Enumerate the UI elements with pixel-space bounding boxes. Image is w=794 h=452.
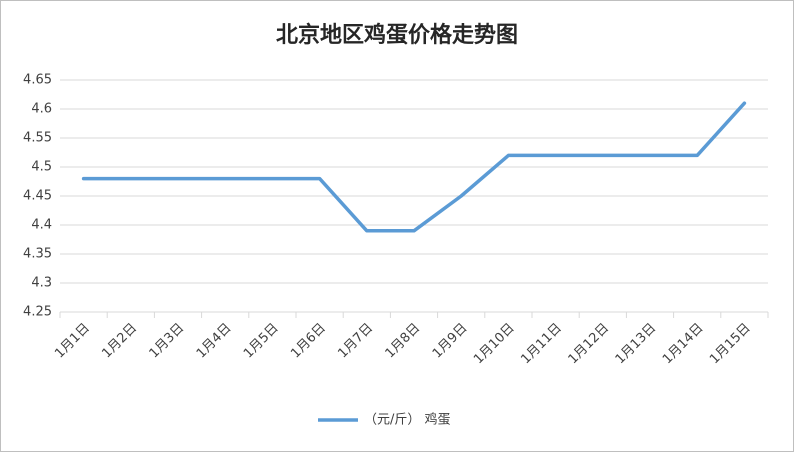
y-tick-label: 4.4 xyxy=(31,218,52,233)
chart-title: 北京地区鸡蛋价格走势图 xyxy=(276,22,518,48)
y-tick-label: 4.5 xyxy=(31,160,52,175)
legend-label: （元/斤） 鸡蛋 xyxy=(364,412,451,428)
y-tick-label: 4.25 xyxy=(23,305,52,320)
y-tick-label: 4.3 xyxy=(31,276,52,291)
y-tick-label: 4.35 xyxy=(23,247,52,262)
line xyxy=(81,101,747,233)
y-tick-label: 4.45 xyxy=(23,189,52,204)
y-tick-label: 4.6 xyxy=(31,102,52,117)
y-tick-label: 4.65 xyxy=(23,73,52,88)
y-tick-label: 4.55 xyxy=(23,131,52,146)
